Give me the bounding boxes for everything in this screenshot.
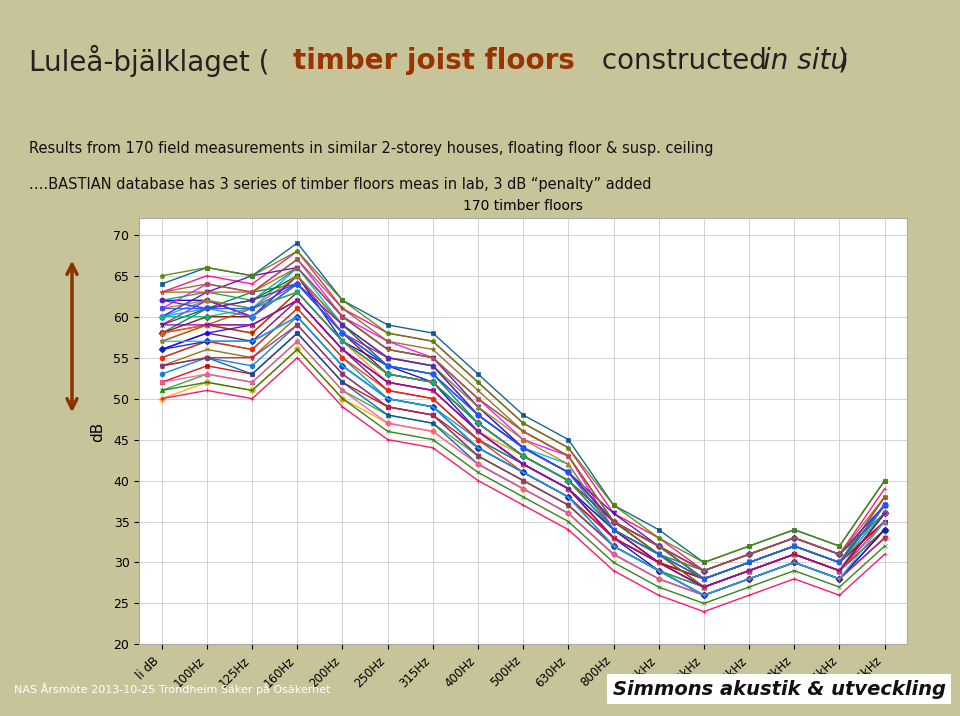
Text: NAS Årsmöte 2013-10-25 Trondheim Säker på Osäkerhet: NAS Årsmöte 2013-10-25 Trondheim Säker p…	[14, 683, 331, 695]
Y-axis label: dB: dB	[90, 421, 106, 442]
Text: in situ: in situ	[763, 47, 849, 75]
Text: ….BASTIAN database has 3 series of timber floors meas in lab, 3 dB “penalty” add: ….BASTIAN database has 3 series of timbe…	[29, 178, 651, 192]
Text: ): )	[838, 47, 849, 75]
Text: Simmons akustik & utveckling: Simmons akustik & utveckling	[612, 679, 946, 699]
Text: Results from 170 field measurements in similar 2-storey houses, floating floor &: Results from 170 field measurements in s…	[29, 141, 713, 155]
Text: constructed: constructed	[593, 47, 776, 75]
Text: timber joist floors: timber joist floors	[293, 47, 575, 75]
Title: 170 timber floors: 170 timber floors	[464, 199, 583, 213]
Text: Luleå-bjälklaget (: Luleå-bjälklaget (	[29, 45, 269, 77]
